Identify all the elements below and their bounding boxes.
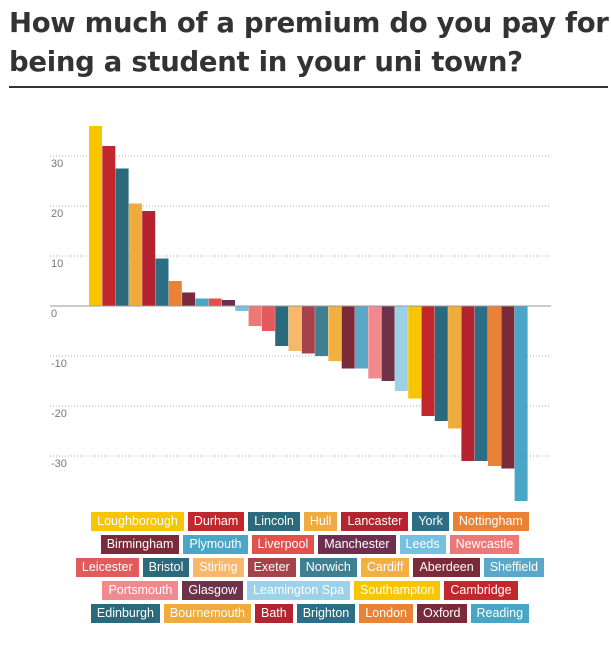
legend-item-portsmouth: Portsmouth	[102, 581, 179, 600]
legend: Loughborough Durham Lincoln Hull Lancaster Yo…	[70, 512, 550, 623]
bar-stirling	[288, 306, 302, 351]
legend-item-reading: Reading	[470, 604, 530, 623]
bar-lincoln	[115, 168, 129, 306]
legend-item-lincoln: Lincoln	[248, 512, 300, 531]
title-divider	[9, 86, 608, 88]
legend-item-southampton: Southampton	[354, 581, 441, 600]
legend-item-newcastle: Newcastle	[449, 535, 520, 554]
bar-bristol	[275, 306, 289, 346]
bar-glasgow	[381, 306, 395, 381]
legend-item-liverpool: Liverpool	[251, 535, 315, 554]
bar-aberdeen	[341, 306, 355, 369]
legend-item-leeds: Leeds	[399, 535, 446, 554]
bar-reading	[514, 306, 528, 501]
bar-liverpool	[208, 298, 222, 306]
legend-item-aberdeen: Aberdeen	[413, 558, 480, 577]
legend-item-stirling: Stirling	[193, 558, 244, 577]
bar-edinburgh	[434, 306, 448, 421]
legend-item-leicester: Leicester	[75, 558, 139, 577]
y-tick-label: -20	[51, 408, 67, 420]
bar-loughborough	[89, 126, 102, 306]
bar-manchester	[222, 300, 235, 306]
legend-item-nottingham: Nottingham	[452, 512, 529, 531]
bar-bath	[461, 306, 475, 461]
legend-item-exeter: Exeter	[247, 558, 296, 577]
bar-plymouth	[195, 298, 209, 306]
legend-item-cambridge: Cambridge	[444, 581, 518, 600]
bar-durham	[102, 146, 116, 306]
bar-birmingham	[182, 292, 196, 306]
chart-title: How much of a premium do you pay for bei…	[9, 7, 609, 78]
legend-item-glasgow: Glasgow	[182, 581, 243, 600]
y-tick-label: -10	[51, 358, 67, 370]
bar-bournemouth	[448, 306, 462, 429]
legend-item-york: York	[412, 512, 449, 531]
bar-nottingham	[168, 281, 182, 306]
legend-item-bournemouth: Bournemouth	[163, 604, 251, 623]
bar-lancaster	[142, 211, 156, 306]
bar-portsmouth	[368, 306, 382, 379]
legend-item-manchester: Manchester	[318, 535, 396, 554]
legend-item-oxford: Oxford	[416, 604, 467, 623]
bar-leicester	[261, 306, 275, 331]
bar-cardiff	[328, 306, 342, 361]
bar-hull	[128, 203, 142, 306]
y-tick-label: 10	[51, 258, 63, 270]
y-tick-labels: 30 20 10 0 -10 -20 -30	[51, 158, 67, 470]
legend-item-loughborough: Loughborough	[91, 512, 184, 531]
bar-norwich	[315, 306, 329, 356]
legend-item-lancaster: Lancaster	[341, 512, 409, 531]
legend-item-leamington-spa: Leamington Spa	[247, 581, 351, 600]
legend-item-bristol: Bristol	[142, 558, 190, 577]
legend-item-plymouth: Plymouth	[183, 535, 248, 554]
legend-item-brighton: Brighton	[296, 604, 356, 623]
y-tick-label: 20	[51, 208, 63, 220]
bar-chart: 30 20 10 0 -10 -20 -30	[50, 126, 551, 501]
bar-cambridge	[421, 306, 435, 416]
y-tick-label: 30	[51, 158, 63, 170]
y-tick-label: -30	[51, 458, 67, 470]
bar-york	[155, 258, 169, 306]
legend-item-hull: Hull	[303, 512, 338, 531]
legend-item-london: London	[359, 604, 413, 623]
legend-item-birmingham: Birmingham	[100, 535, 180, 554]
bar-oxford	[501, 306, 515, 469]
legend-item-cardiff: Cardiff	[360, 558, 410, 577]
bar-leamington-spa	[394, 306, 408, 391]
bar-exeter	[301, 306, 315, 354]
legend-item-edinburgh: Edinburgh	[90, 604, 160, 623]
legend-item-sheffield: Sheffield	[483, 558, 545, 577]
legend-item-durham: Durham	[187, 512, 245, 531]
bar-sheffield	[355, 306, 368, 369]
bar-london	[488, 306, 501, 466]
bar-newcastle	[248, 306, 262, 326]
bar-leeds	[235, 306, 249, 311]
bar-brighton	[474, 306, 488, 461]
bars	[89, 126, 528, 501]
bar-southampton	[408, 306, 422, 399]
legend-item-norwich: Norwich	[299, 558, 357, 577]
legend-item-bath: Bath	[254, 604, 293, 623]
y-tick-label: 0	[51, 308, 57, 320]
